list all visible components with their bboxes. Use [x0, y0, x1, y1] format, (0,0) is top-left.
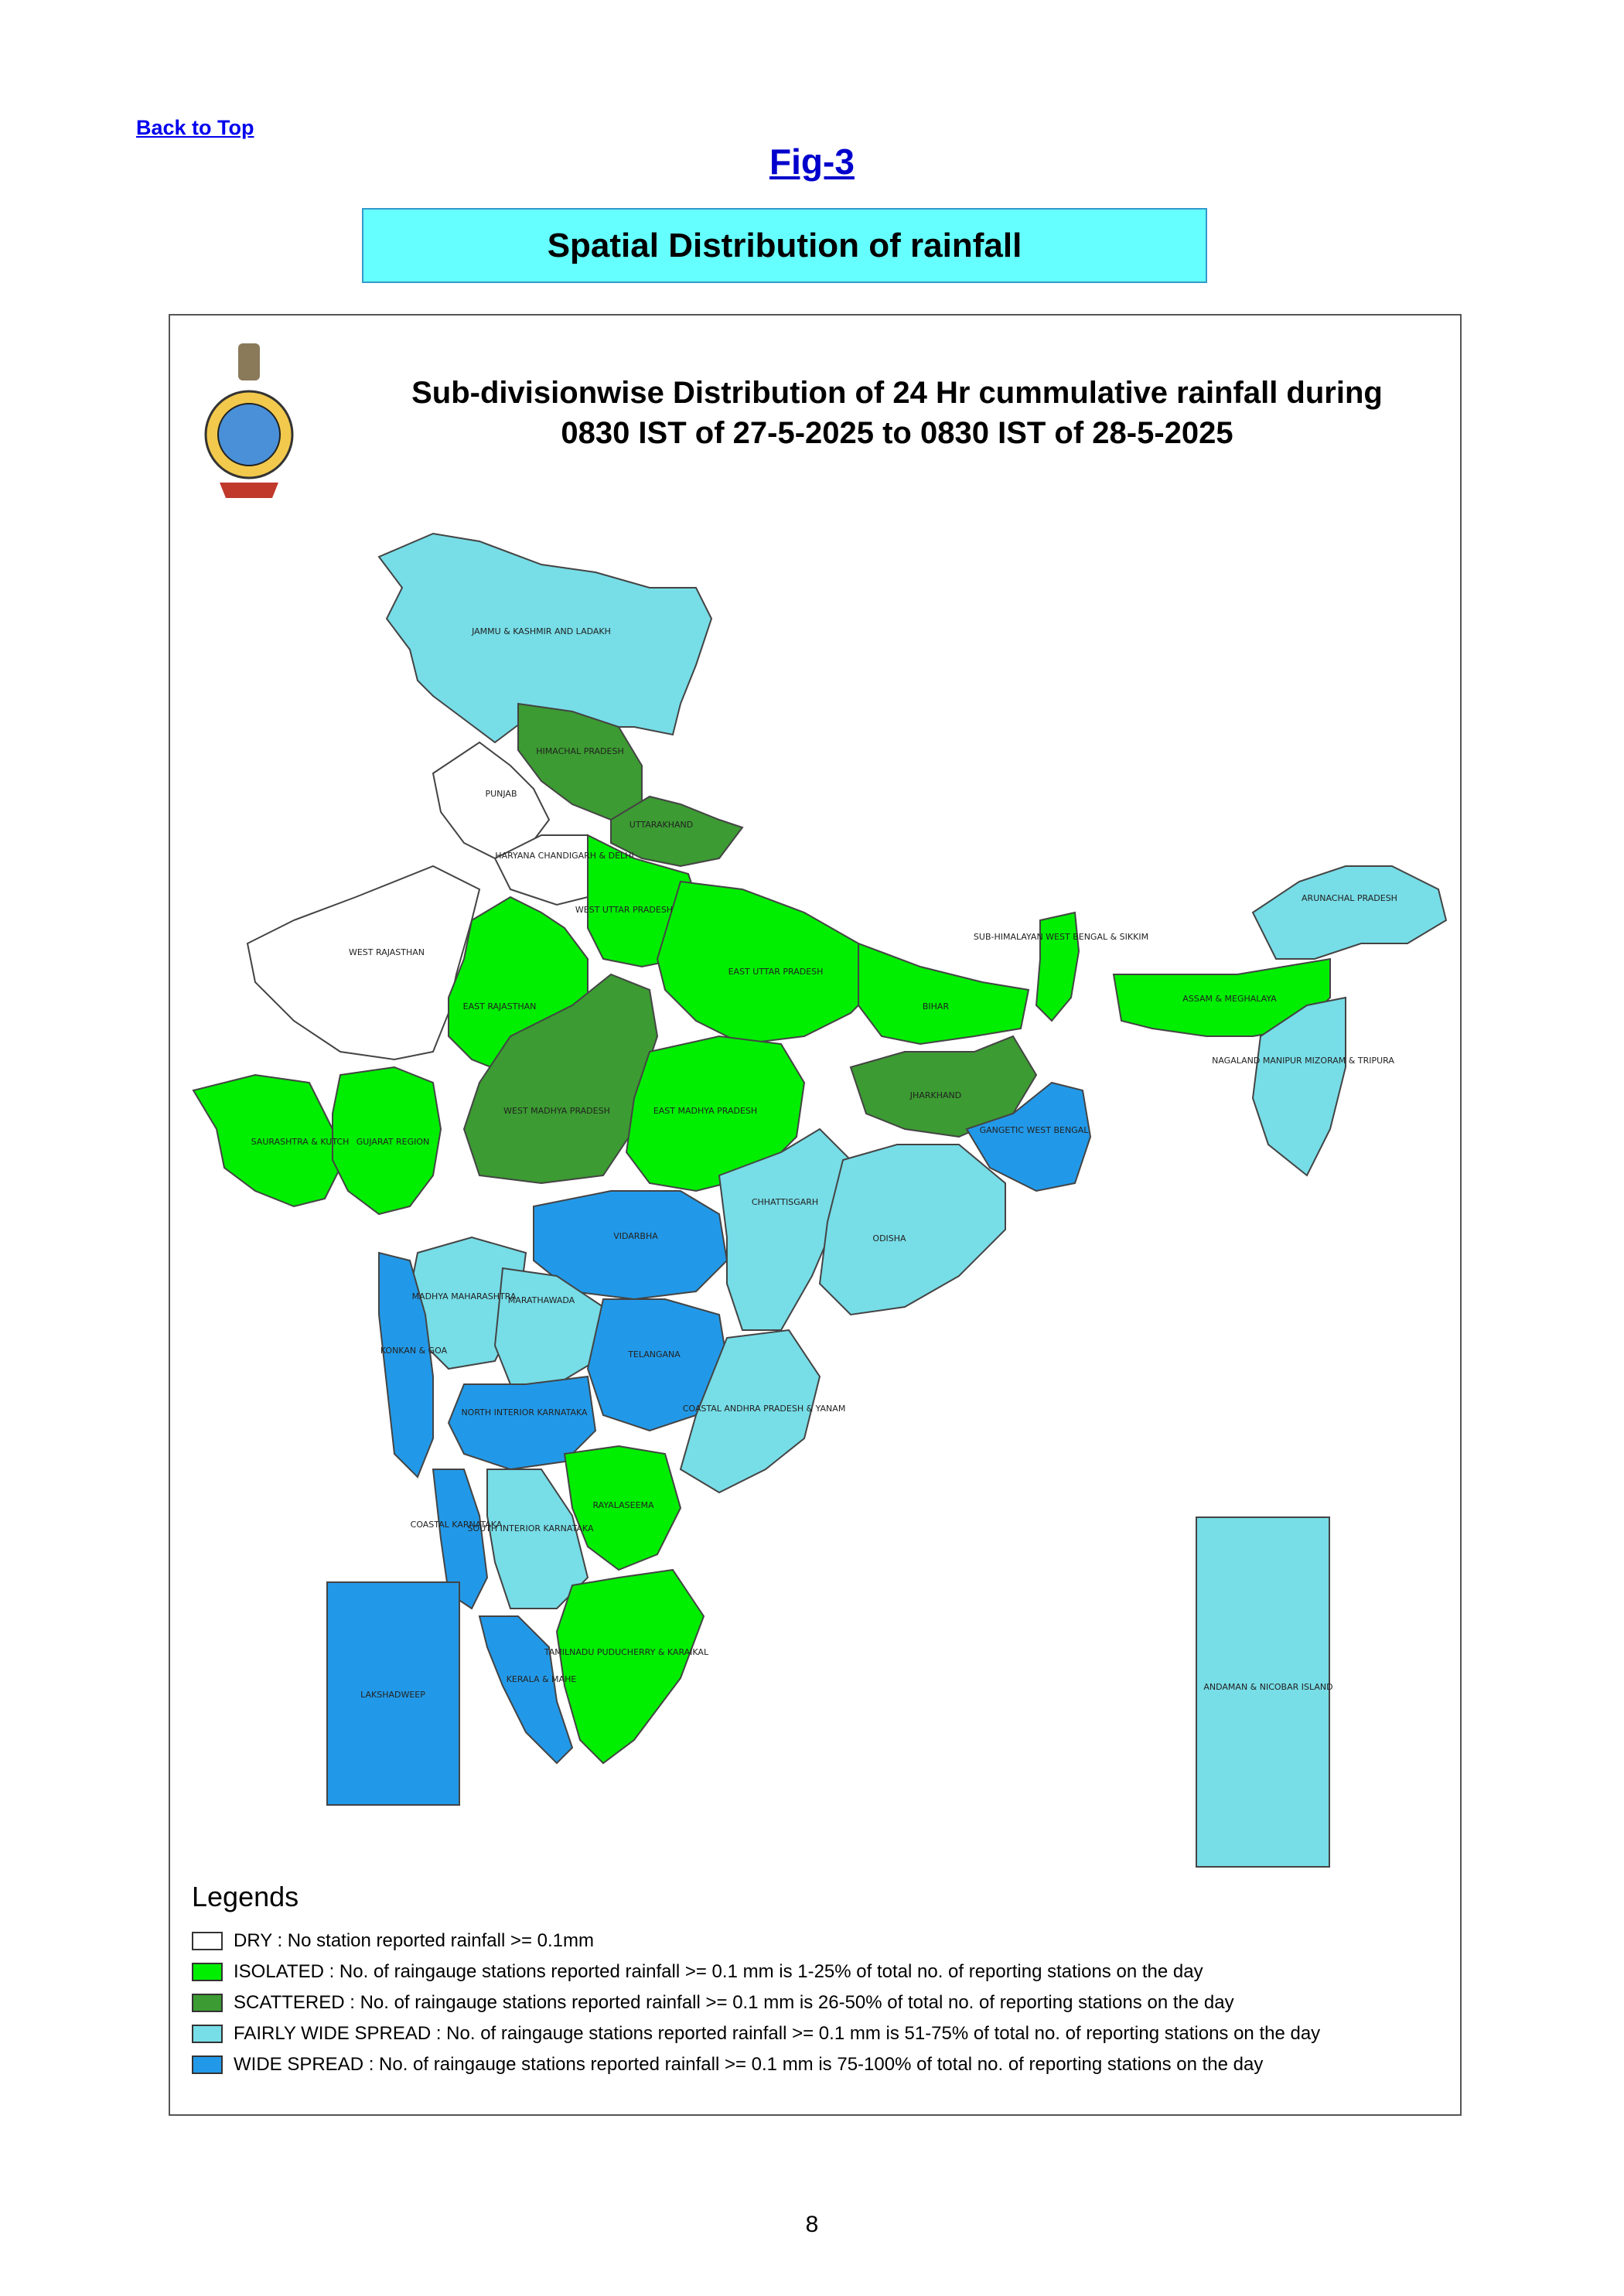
region-jammu-and-kashmir-and-ladakh	[377, 532, 713, 744]
region-label-lakshadweep: LAKSHADWEEP	[360, 1690, 425, 1700]
figure-label[interactable]: Fig-3	[769, 142, 855, 182]
region-label-punjab: PUNJAB	[485, 789, 517, 799]
region-lakshadweep	[326, 1581, 460, 1806]
region-gujarat-region	[332, 1066, 442, 1216]
region-chhattisgarh	[718, 1128, 852, 1331]
region-label-marathawada: MARATHAWADA	[508, 1295, 575, 1305]
region-konkan-and-goa	[378, 1251, 434, 1479]
region-label-coastal-karnataka: COASTAL KARNATAKA	[411, 1520, 503, 1530]
region-andaman-and-nicobar-island	[1196, 1516, 1330, 1868]
region-rayalaseema	[563, 1445, 682, 1571]
region-south-interior-karnataka	[486, 1469, 589, 1609]
region-label-chhattisgarh: CHHATTISGARH	[752, 1197, 818, 1207]
region-label-west-rajasthan: WEST RAJASTHAN	[349, 947, 425, 957]
region-west-rajasthan	[246, 865, 481, 1061]
region-label-jharkhand: JHARKHAND	[909, 1090, 961, 1100]
region-label-nagaland-manipur-mizoram-and-tripura: NAGALAND MANIPUR MIZORAM & TRIPURA	[1212, 1056, 1394, 1066]
region-label-vidarbha: VIDARBHA	[613, 1231, 658, 1241]
region-uttarakhand	[610, 795, 744, 868]
legend-item-isolated: ISOLATED : No. of raingauge stations rep…	[192, 1957, 1320, 1987]
region-label-east-madhya-pradesh: EAST MADHYA PRADESH	[653, 1106, 757, 1116]
region-tamilnadu-puducherry-and-karaikal	[555, 1568, 705, 1765]
legend-item-dry: DRY : No station reported rainfall >= 0.…	[192, 1926, 1320, 1957]
map-title: Sub-divisionwise Distribution of 24 Hr c…	[317, 373, 1477, 453]
section-title: Spatial Distribution of rainfall	[362, 208, 1207, 283]
region-arunachal-pradesh	[1251, 865, 1448, 960]
region-label-jammu-and-kashmir-and-ladakh: JAMMU & KASHMIR AND LADAKH	[471, 626, 611, 636]
legend-text: FAIRLY WIDE SPREAD : No. of raingauge st…	[234, 2023, 1321, 2044]
page-number: 8	[805, 2212, 819, 2237]
legend-item-fairly-wide: FAIRLY WIDE SPREAD : No. of raingauge st…	[192, 2018, 1320, 2049]
region-coastal-andhra-pradesh-and-yanam	[679, 1329, 821, 1494]
region-label-gangetic-west-bengal: GANGETIC WEST BENGAL	[980, 1125, 1090, 1135]
map-title-line-2: 0830 IST of 27-5-2025 to 0830 IST of 28-…	[561, 416, 1233, 450]
region-label-bihar: BIHAR	[923, 1001, 950, 1012]
legend-swatch	[192, 1932, 223, 1950]
region-east-uttar-pradesh	[656, 880, 883, 1046]
region-label-madhya-maharashtra: MADHYA MAHARASHTRA	[412, 1291, 517, 1302]
region-punjab	[432, 741, 551, 860]
legend-swatch	[192, 2055, 223, 2074]
region-label-east-uttar-pradesh: EAST UTTAR PRADESH	[728, 967, 824, 977]
region-label-west-madhya-pradesh: WEST MADHYA PRADESH	[503, 1106, 610, 1116]
region-odisha	[818, 1144, 1006, 1316]
region-gangetic-west-bengal	[965, 1081, 1092, 1192]
legend-title: Legends	[192, 1881, 299, 1912]
legend-swatch	[192, 1994, 223, 2012]
legend-text: WIDE SPREAD : No. of raingauge stations …	[234, 2054, 1264, 2075]
region-kerala-and-mahe	[478, 1615, 574, 1765]
region-label-kerala-and-mahe: KERALA & MAHE	[507, 1674, 577, 1684]
region-label-rayalaseema: RAYALASEEMA	[592, 1500, 654, 1510]
region-label-himachal-pradesh: HIMACHAL PRADESH	[536, 746, 623, 756]
legend: DRY : No station reported rainfall >= 0.…	[192, 1926, 1320, 2080]
region-north-interior-karnataka	[447, 1375, 597, 1471]
region-label-tamilnadu-puducherry-and-karaikal: TAMILNADU PUDUCHERRY & KARAIKAL	[544, 1647, 709, 1657]
region-label-telangana: TELANGANA	[627, 1349, 681, 1360]
region-saurashtra-and-kutch	[192, 1073, 342, 1208]
back-to-top-link[interactable]: Back to Top	[136, 116, 254, 139]
legend-item-wide: WIDE SPREAD : No. of raingauge stations …	[192, 2049, 1320, 2080]
region-label-uttarakhand: UTTARAKHAND	[629, 820, 693, 830]
legend-swatch	[192, 2025, 223, 2043]
region-nagaland-manipur-mizoram-and-tripura	[1251, 996, 1346, 1177]
legend-text: DRY : No station reported rainfall >= 0.…	[234, 1930, 595, 1951]
map-title-line-1: Sub-divisionwise Distribution of 24 Hr c…	[411, 376, 1383, 410]
region-sub-himalayan-west-bengal-and-sikkim	[1035, 911, 1080, 1022]
region-label-odisha: ODISHA	[872, 1233, 906, 1244]
region-label-north-interior-karnataka: NORTH INTERIOR KARNATAKA	[461, 1407, 588, 1418]
legend-swatch	[192, 1963, 223, 1981]
region-label-konkan-and-goa: KONKAN & GOA	[380, 1346, 448, 1356]
region-label-arunachal-pradesh: ARUNACHAL PRADESH	[1302, 893, 1397, 903]
region-label-coastal-andhra-pradesh-and-yanam: COASTAL ANDHRA PRADESH & YANAM	[683, 1404, 846, 1414]
region-label-saurashtra-and-kutch: SAURASHTRA & KUTCH	[251, 1137, 350, 1147]
region-label-west-uttar-pradesh: WEST UTTAR PRADESH	[575, 905, 673, 915]
region-label-sub-himalayan-west-bengal-and-sikkim: SUB-HIMALAYAN WEST BENGAL & SIKKIM	[974, 932, 1148, 942]
imd-seal-icon	[204, 343, 294, 498]
legend-item-scattered: SCATTERED : No. of raingauge stations re…	[192, 1987, 1320, 2018]
region-marathawada	[493, 1267, 605, 1385]
region-label-east-rajasthan: EAST RAJASTHAN	[463, 1001, 537, 1012]
region-label-gujarat-region: GUJARAT REGION	[357, 1137, 429, 1147]
region-label-andaman-and-nicobar-island: ANDAMAN & NICOBAR ISLAND	[1203, 1682, 1332, 1692]
legend-text: ISOLATED : No. of raingauge stations rep…	[234, 1961, 1203, 1982]
region-label-south-interior-karnataka: SOUTH INTERIOR KARNATAKA	[467, 1523, 594, 1534]
region-jharkhand	[849, 1035, 1038, 1138]
region-label-assam-and-meghalaya: ASSAM & MEGHALAYA	[1182, 994, 1277, 1004]
region-coastal-karnataka	[432, 1469, 489, 1610]
region-label-haryana-chandigarh-and-delhi: HARYANA CHANDIGARH & DELHI	[495, 851, 633, 861]
region-bihar	[858, 942, 1030, 1046]
legend-text: SCATTERED : No. of raingauge stations re…	[234, 1992, 1234, 2013]
